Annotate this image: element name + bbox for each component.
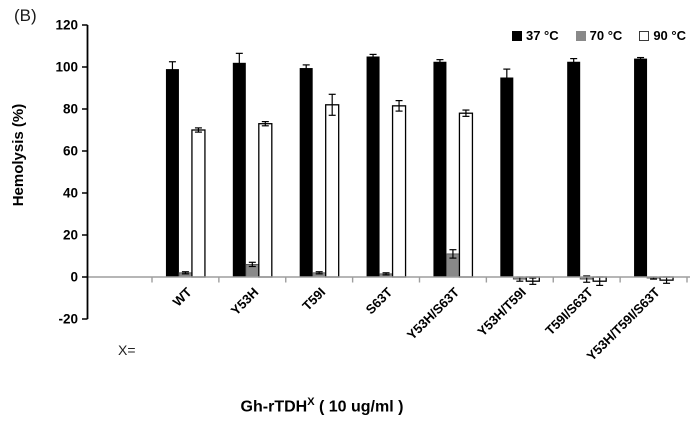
- bar-37-c-t59i-s63t: [567, 61, 581, 277]
- bar-37-c-y53h-t59i-s63t: [634, 58, 648, 277]
- bar-37-c-y53h-s63t: [433, 61, 447, 277]
- legend-swatch-90c-icon: [639, 30, 650, 41]
- bar-90-c-t59i: [325, 104, 340, 278]
- x-equals-label: X=: [118, 342, 136, 358]
- bar-37-c-s63t: [366, 56, 380, 277]
- x-tick-label-t59i: T59I: [299, 285, 328, 314]
- legend-label-90c: 90 °C: [653, 28, 686, 43]
- x-tick-label-y53h-t59i-s63t: Y53H/T59I/S63T: [584, 284, 663, 363]
- bar-90-c-y53h: [258, 123, 273, 278]
- y-tick-label--20: -20: [58, 312, 78, 327]
- y-tick-label-120: 120: [55, 18, 78, 33]
- bar-37-c-t59i: [299, 68, 313, 277]
- legend: 37 °C 70 °C 90 °C: [511, 28, 686, 43]
- legend-swatch-70c-icon: [575, 30, 586, 41]
- bar-37-c-y53h-t59i: [500, 77, 514, 277]
- x-tick-label-y53h-t59i: Y53H/T59I: [474, 285, 529, 340]
- legend-item-90c: 90 °C: [639, 28, 686, 43]
- bar-90-c-y53h-s63t: [458, 112, 474, 278]
- x-tick-label-y53h-s63t: Y53H/S63T: [404, 284, 462, 342]
- y-tick-label-80: 80: [63, 102, 78, 117]
- y-tick-label-0: 0: [70, 270, 78, 285]
- bar-90-c-wt: [191, 129, 206, 278]
- bar-90-c-s63t: [391, 105, 407, 278]
- legend-item-37c: 37 °C: [511, 28, 559, 43]
- y-tick-label-20: 20: [63, 228, 78, 243]
- legend-label-70c: 70 °C: [589, 28, 623, 43]
- y-tick-label-40: 40: [63, 186, 78, 201]
- x-tick-label-y53h: Y53H: [228, 285, 262, 319]
- x-axis-title: Gh-rTDHX ( 10 ug/ml ): [0, 396, 644, 416]
- legend-label-37c: 37 °C: [525, 28, 559, 43]
- x-tick-label-t59i-s63t: T59I/S63T: [542, 284, 596, 338]
- x-axis-title-superscript: X: [307, 396, 315, 408]
- y-tick-label-100: 100: [55, 60, 78, 75]
- panel-label: (B): [14, 6, 37, 25]
- legend-item-70c: 70 °C: [575, 28, 623, 43]
- bar-37-c-y53h: [232, 62, 246, 277]
- x-axis-title-base: Gh-rTDH: [240, 398, 308, 416]
- bar-37-c-wt: [165, 69, 179, 277]
- x-axis-title-rest: ( 10 ug/ml ): [314, 398, 404, 416]
- y-tick-label-60: 60: [63, 144, 78, 159]
- x-tick-label-s63t: S63T: [363, 284, 396, 317]
- y-axis-title: Hemolysis (%): [10, 103, 27, 207]
- legend-swatch-37c-icon: [511, 30, 522, 41]
- x-tick-label-wt: WT: [170, 284, 195, 309]
